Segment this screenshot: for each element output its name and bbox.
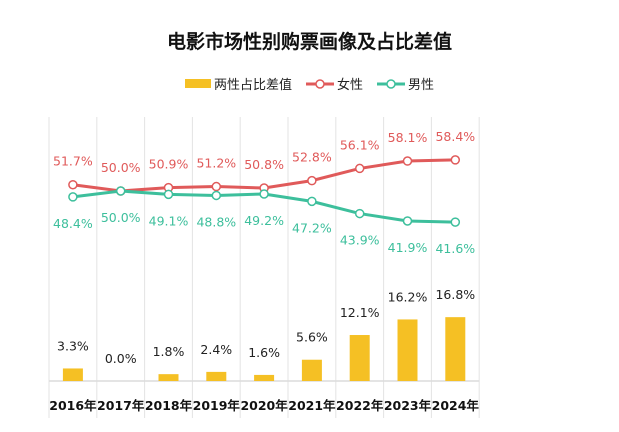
bar: [397, 319, 418, 381]
bar: [206, 371, 227, 381]
line-data-label: 48.4%: [53, 216, 93, 231]
line-data-label: 50.0%: [101, 210, 141, 225]
bar: [301, 359, 322, 381]
line-data-label: 50.8%: [244, 157, 284, 172]
data-point: [402, 156, 413, 166]
x-tick-label: 2021年: [288, 398, 336, 413]
data-point: [354, 163, 365, 174]
bar-data-label: 16.2%: [388, 289, 428, 304]
data-point: [211, 190, 222, 201]
legend-bar-swatch: [184, 79, 211, 88]
bar: [445, 317, 466, 381]
line-data-label: 56.1%: [340, 137, 380, 152]
bar: [62, 368, 83, 381]
bar-data-label: 16.8%: [435, 287, 475, 302]
data-point: [259, 189, 269, 199]
data-point: [402, 216, 413, 226]
bar-data-label: 12.1%: [340, 305, 380, 320]
line-data-label: 58.4%: [435, 129, 475, 144]
line-data-label: 50.0%: [101, 160, 141, 175]
legend-line-swatch: [377, 78, 405, 89]
line-data-label: 41.9%: [388, 240, 428, 255]
bar: [158, 374, 179, 381]
legend-line-swatch: [305, 78, 334, 89]
data-point: [211, 181, 222, 192]
legend: 两性占比差值 女性 男性: [0, 74, 619, 93]
line-data-label: 43.9%: [340, 233, 380, 248]
legend-label: 两性占比差值: [213, 78, 292, 93]
data-point: [354, 208, 365, 219]
line-data-label: 58.1%: [388, 130, 428, 145]
line-data-label: 49.2%: [244, 213, 284, 228]
line-data-label: 48.8%: [196, 214, 236, 229]
bar: [349, 335, 370, 381]
x-tick-label: 2019年: [193, 398, 241, 413]
legend-label: 女性: [336, 78, 363, 93]
bar: [254, 374, 275, 381]
line-data-label: 49.1%: [149, 213, 189, 228]
data-point: [115, 186, 126, 196]
x-tick-label: 2023年: [384, 398, 432, 413]
chart-title: 电影市场性别购票画像及占比差值: [166, 31, 452, 53]
bar-data-label: 5.6%: [296, 330, 328, 345]
x-tick-label: 2022年: [336, 398, 384, 413]
legend-item-female: 女性: [305, 74, 363, 93]
bar-data-label: 3.3%: [57, 338, 89, 353]
legend-item-male: 男性: [377, 74, 434, 93]
x-tick-label: 2017年: [97, 398, 145, 413]
x-tick-label: 2020年: [240, 398, 288, 413]
line-data-label: 50.9%: [149, 157, 189, 172]
data-point: [450, 155, 461, 165]
data-point: [68, 192, 78, 202]
data-point: [307, 175, 317, 186]
x-tick-label: 2016年: [49, 398, 97, 413]
line-data-label: 52.8%: [292, 150, 332, 165]
line-data-label: 51.2%: [196, 156, 236, 171]
bar-data-label: 1.6%: [248, 345, 280, 360]
bar-data-label: 0.0%: [105, 351, 137, 366]
data-point: [450, 217, 461, 227]
data-point: [68, 179, 78, 190]
bar-data-label: 2.4%: [200, 342, 232, 357]
legend-item-gap: 两性占比差值: [184, 74, 292, 93]
line-data-label: 51.7%: [53, 154, 93, 169]
bar-data-label: 1.8%: [153, 344, 185, 359]
line-data-label: 41.6%: [435, 241, 475, 256]
line-data-label: 47.2%: [292, 220, 332, 235]
x-tick-label: 2018年: [145, 398, 193, 413]
x-tick-label: 2024年: [432, 398, 480, 413]
data-point: [163, 189, 174, 200]
legend-label: 男性: [408, 78, 435, 93]
data-point: [307, 196, 317, 207]
